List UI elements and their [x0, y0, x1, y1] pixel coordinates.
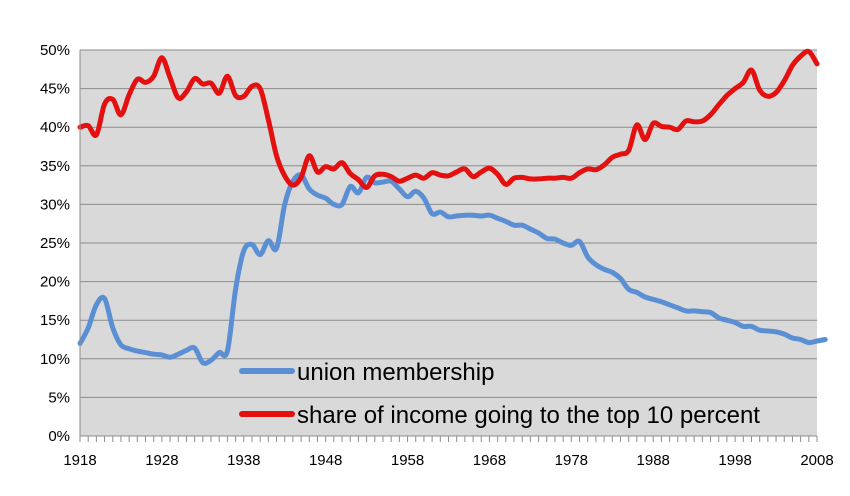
y-tick-label: 5%	[48, 389, 70, 406]
series-layer	[77, 48, 828, 366]
x-tick-label: 1948	[309, 452, 342, 469]
gridlines	[80, 49, 817, 398]
y-tick-label: 30%	[40, 196, 70, 213]
x-tick-label: 1988	[637, 452, 670, 469]
legend-item-top-10-share: share of income going to the top 10 perc…	[239, 402, 760, 429]
y-tick-label: 25%	[40, 235, 70, 252]
y-tick-label: 10%	[40, 351, 70, 368]
y-tick-label: 50%	[40, 42, 70, 59]
x-tick-label: 1958	[391, 452, 424, 469]
y-tick-label: 15%	[40, 312, 70, 329]
series-line-top-10-share	[77, 48, 820, 190]
x-tick-label: 1998	[718, 452, 751, 469]
y-tick-label: 0%	[48, 428, 70, 445]
y-tick-label: 20%	[40, 274, 70, 291]
x-tick-label: 1918	[63, 452, 96, 469]
y-tick-label: 45%	[40, 81, 70, 98]
x-tick-label: 1978	[555, 452, 588, 469]
x-axis-ticks: 1918 1928 1938 1948 1958 1968 1978 1988 1998 2008	[63, 436, 834, 469]
y-axis-ticks: 0% 5% 10% 15% 20% 25% 30% 35% 40% 45% 50%	[40, 42, 70, 445]
x-tick-label: 1968	[473, 452, 506, 469]
x-tick-label: 1928	[145, 452, 178, 469]
series-line-union-membership	[77, 172, 828, 366]
legend-label-top-10-share: share of income going to the top 10 perc…	[297, 402, 760, 429]
legend: union membership share of income going t…	[239, 359, 760, 429]
x-tick-label: 2008	[800, 452, 833, 469]
y-tick-label: 35%	[40, 158, 70, 175]
legend-item-union-membership: union membership	[239, 359, 494, 386]
x-tick-label: 1938	[227, 452, 260, 469]
legend-label-union-membership: union membership	[297, 359, 494, 386]
y-tick-label: 40%	[40, 119, 70, 136]
